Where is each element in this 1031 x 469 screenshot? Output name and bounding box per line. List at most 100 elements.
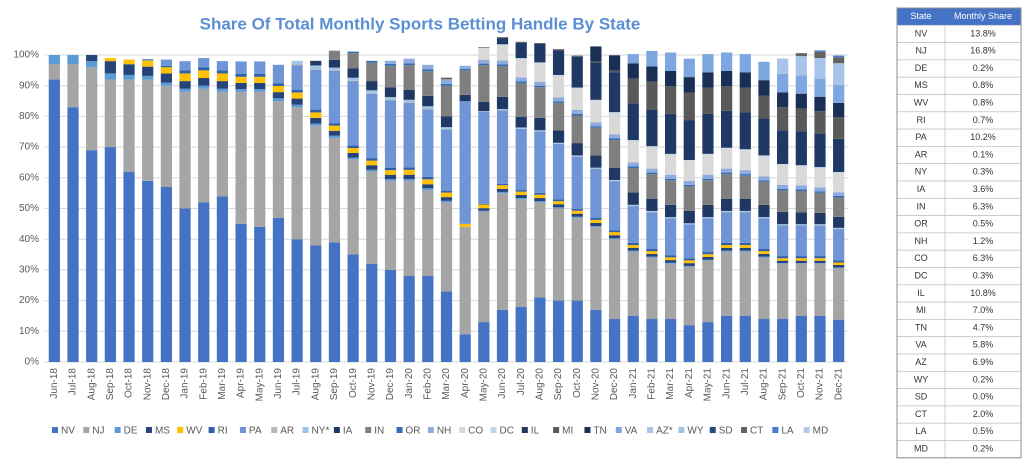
y-tick-label: 100% <box>13 50 39 61</box>
bar-segment <box>123 59 135 65</box>
legend-label: IL <box>531 426 540 437</box>
bar-segment <box>291 65 303 90</box>
bar-segment <box>702 259 714 261</box>
bar-segment <box>571 208 583 211</box>
table-cell: NV <box>915 28 928 38</box>
bar-segment <box>646 256 658 258</box>
bar-segment <box>552 208 565 301</box>
bar-segment <box>216 73 229 82</box>
bar-segment <box>758 257 770 320</box>
bar-segment <box>590 62 602 100</box>
legend-label: DC <box>499 426 513 437</box>
table-cell: IA <box>917 184 926 194</box>
bar-segment <box>366 90 378 93</box>
bar-segment <box>608 235 621 239</box>
bar-segment <box>702 217 714 219</box>
bar-segment <box>366 169 378 172</box>
bar-segment <box>795 191 807 213</box>
x-tick-label: Sep-21 <box>777 368 788 401</box>
bar-segment <box>534 201 546 203</box>
bar-segment <box>739 175 751 199</box>
bar-segment <box>590 168 602 219</box>
bar-segment <box>534 43 546 63</box>
bar-segment <box>646 253 658 257</box>
bar-segment <box>179 208 191 362</box>
bar-segment <box>366 92 378 94</box>
bar-segment <box>67 64 79 108</box>
bar-segment <box>758 181 770 205</box>
bar-segment <box>646 51 658 67</box>
x-tick-label: Aug-21 <box>759 368 770 401</box>
bar-segment <box>571 115 583 144</box>
bar-segment <box>814 225 826 257</box>
bar-segment <box>683 77 695 93</box>
y-tick-label: 40% <box>19 234 39 245</box>
bar-segment <box>664 86 677 114</box>
x-tick-label: May-19 <box>254 368 265 402</box>
legend-swatch <box>333 427 340 433</box>
bar-segment <box>702 260 714 323</box>
x-tick-label: Dec-18 <box>161 368 172 401</box>
bar-segment <box>664 153 677 155</box>
bar-segment <box>235 89 247 92</box>
bar-segment <box>777 263 789 264</box>
bar-segment <box>347 148 359 153</box>
table-cell: 6.3% <box>973 201 994 211</box>
bar-segment <box>795 224 807 226</box>
bar-segment <box>310 117 322 124</box>
bar-segment <box>739 149 751 151</box>
x-tick-label: Oct-19 <box>348 368 359 398</box>
x-tick-label: Oct-21 <box>796 368 807 398</box>
table-row <box>896 180 1022 199</box>
bar-segment <box>608 72 621 113</box>
bar-segment <box>67 107 79 362</box>
legend-swatch <box>521 427 528 433</box>
bar-segment <box>777 163 789 165</box>
bar-segment <box>683 258 695 261</box>
bar-segment <box>702 204 714 218</box>
bar-segment <box>422 188 434 191</box>
bar-segment <box>590 155 602 168</box>
bar-segment <box>440 291 453 362</box>
table-cell: AR <box>915 149 928 159</box>
bar-segment <box>67 55 79 65</box>
legend-label: NY* <box>312 426 330 437</box>
bar-segment <box>496 191 509 194</box>
bar-segment <box>216 70 229 74</box>
bar-segment <box>833 138 845 172</box>
table-cell: 16.8% <box>970 46 996 56</box>
bar-segment <box>198 67 210 71</box>
bar-segment <box>739 198 751 211</box>
bar-segment <box>291 98 303 105</box>
bar-segment <box>496 64 509 67</box>
bar-segment <box>534 192 546 195</box>
bar-segment <box>833 268 845 320</box>
bar-segment <box>646 249 658 252</box>
x-tick-label: Apr-19 <box>236 368 247 398</box>
bar-segment <box>814 96 826 112</box>
table-cell: 0.7% <box>973 115 994 125</box>
bar-segment <box>552 207 565 209</box>
bar-segment <box>833 216 845 228</box>
bar-segment <box>814 51 826 59</box>
bar-segment <box>515 199 527 307</box>
bar-segment <box>534 297 546 362</box>
legend-label: MD <box>813 426 829 437</box>
bar-segment <box>608 138 621 141</box>
bar-segment <box>833 55 845 56</box>
table-cell: CO <box>914 253 928 263</box>
legend-label: RI <box>218 426 228 437</box>
bar-segment <box>702 178 714 181</box>
bar-segment <box>440 129 453 191</box>
bar-segment <box>216 91 229 197</box>
bar-segment <box>478 111 490 204</box>
bar-segment <box>683 265 695 267</box>
bar-segment <box>123 64 135 75</box>
bar-segment <box>403 63 415 66</box>
y-tick-label: 30% <box>19 265 39 276</box>
bar-segment <box>702 218 714 253</box>
table-cell: 0.5% <box>973 426 994 436</box>
bar-segment <box>833 264 845 268</box>
bar-segment <box>328 70 341 124</box>
bar-segment <box>646 251 658 254</box>
